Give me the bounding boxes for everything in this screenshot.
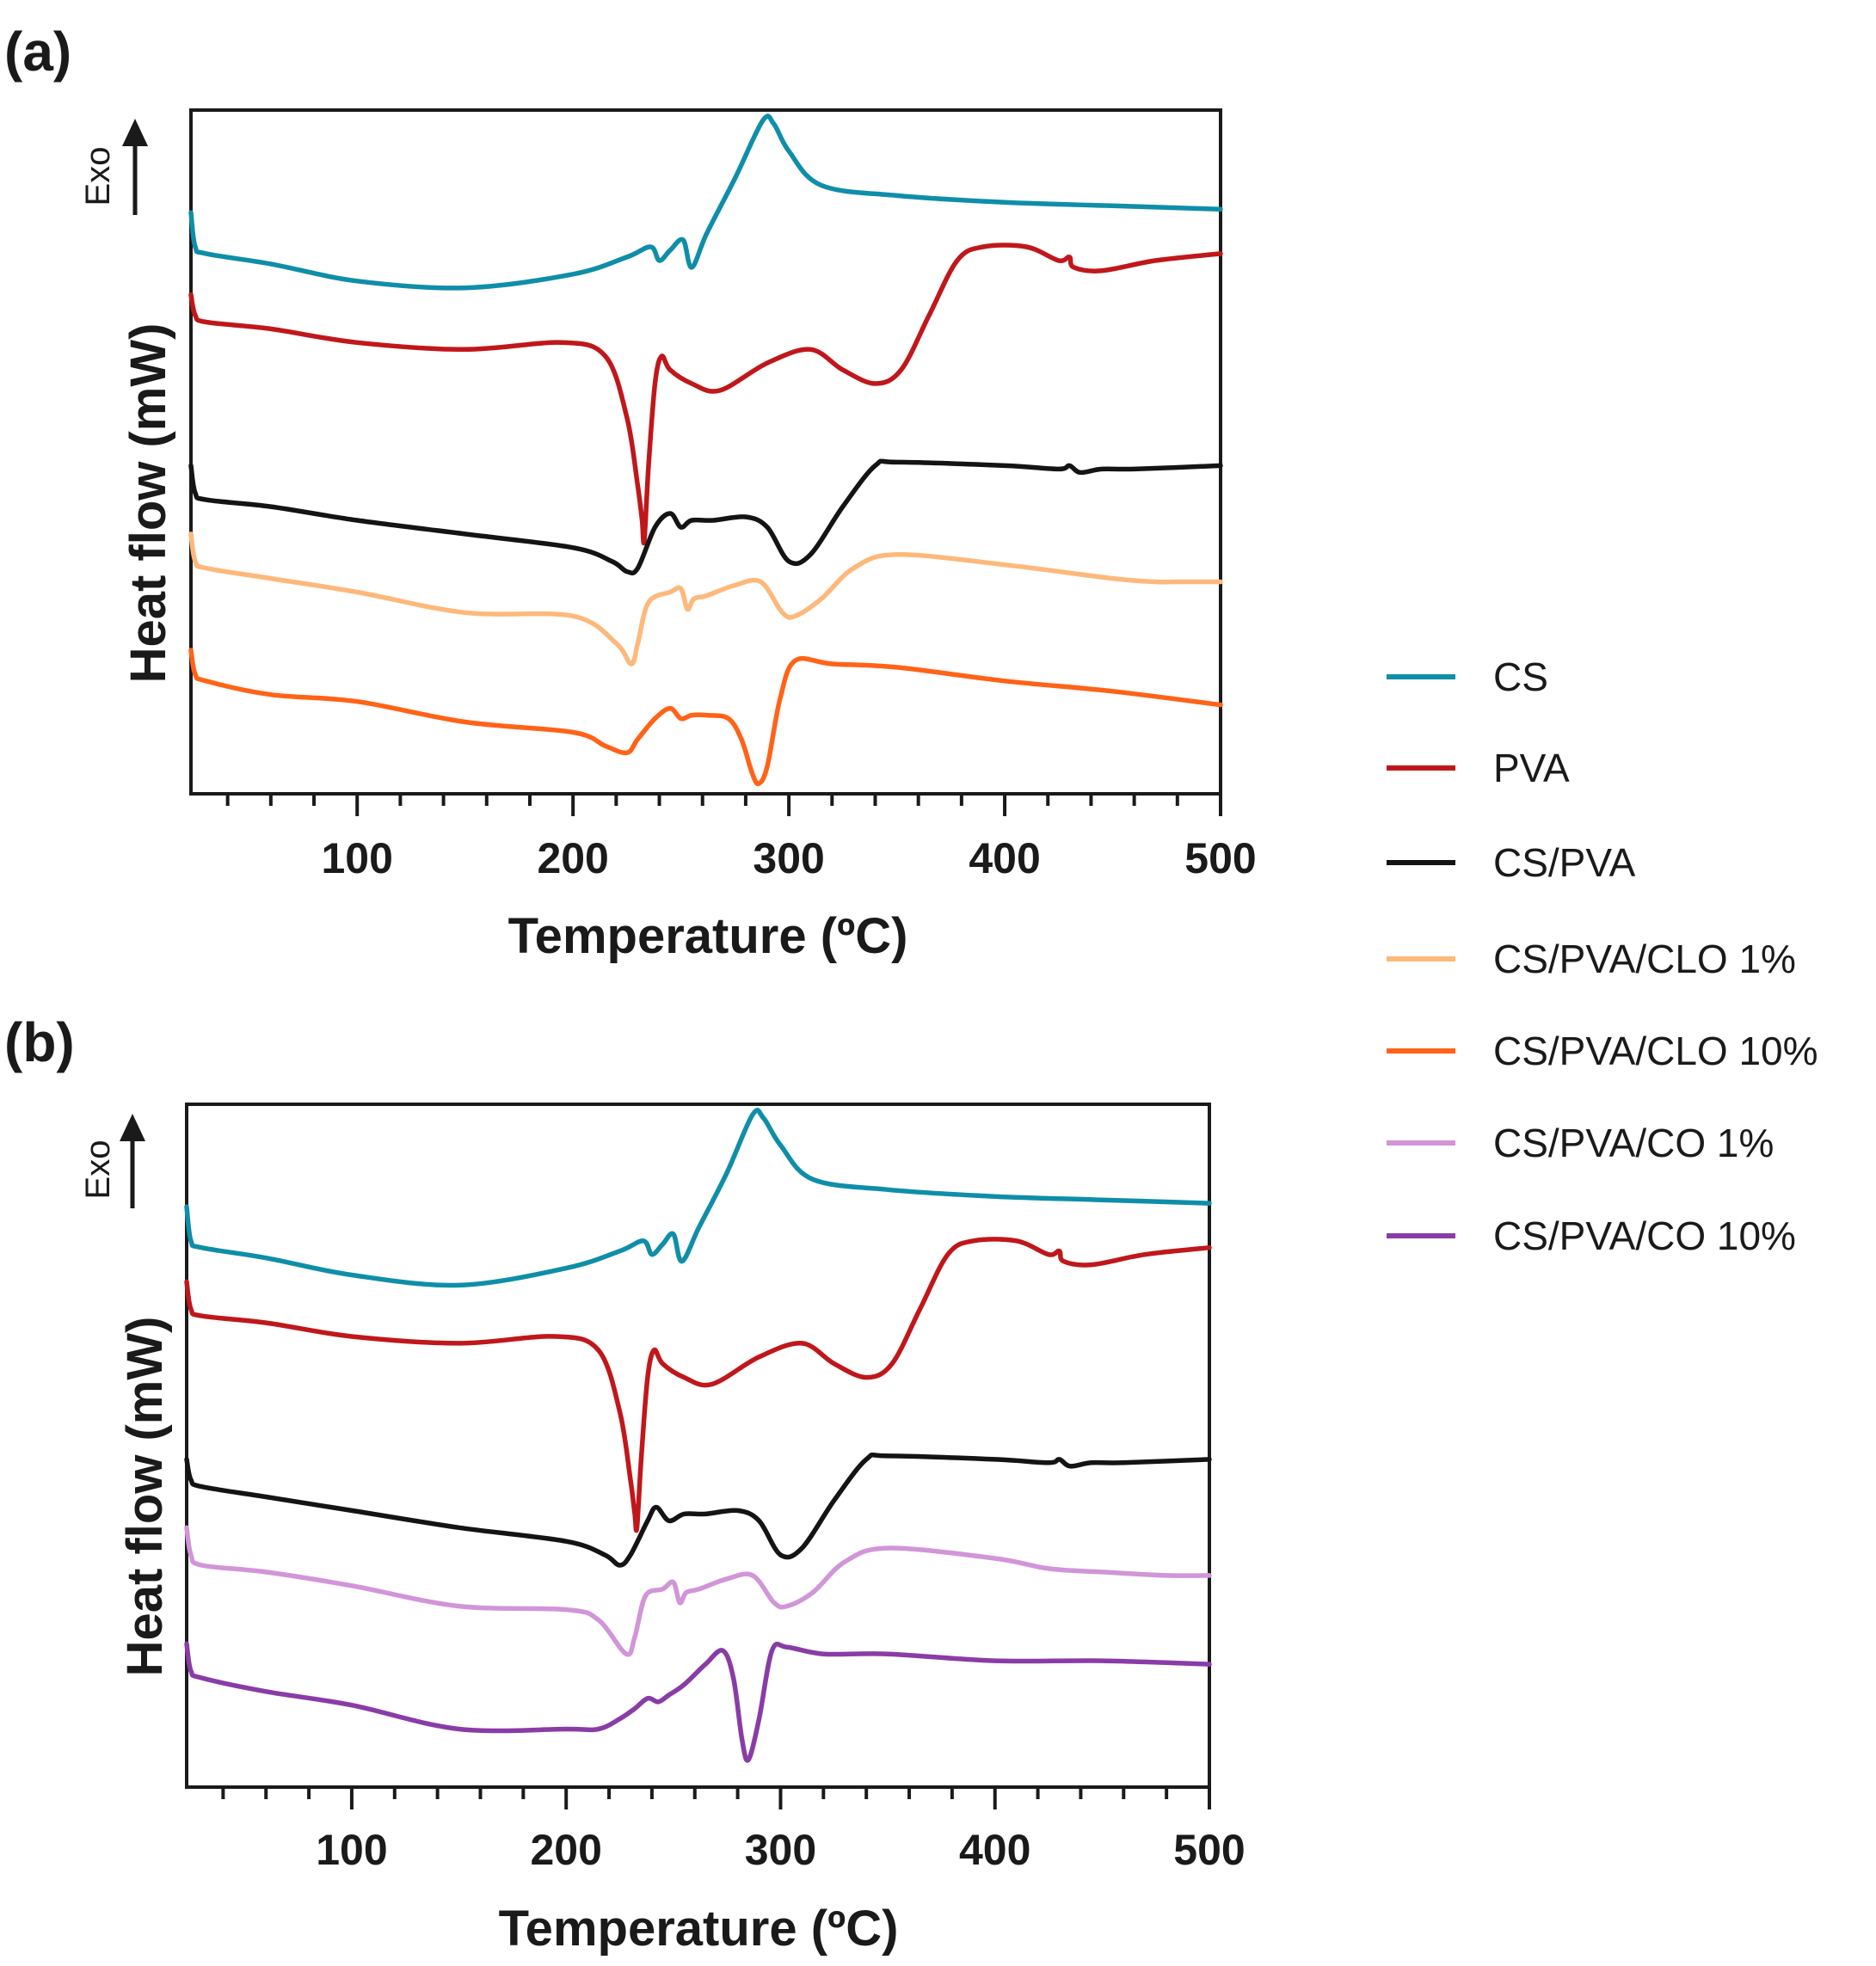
panel-b-exo-arrowhead-icon xyxy=(120,1114,145,1141)
panel-b-series-cs-pva-co-10 xyxy=(184,1641,1212,1763)
panel-b-x-tick-label: 100 xyxy=(316,1826,387,1874)
panel-b-x-tick-labels: 100 200 300 400 500 xyxy=(316,1826,1246,1874)
panel-a-series-cs-pva xyxy=(188,458,1223,576)
panel-a-x-tick-label: 500 xyxy=(1184,834,1256,882)
panel-b-x-tick-label: 300 xyxy=(745,1826,816,1874)
panel-a-x-ticks xyxy=(225,794,1222,816)
panel-a-exo-indicator: Exo xyxy=(79,119,148,215)
panel-b: (b) 100 200 300 400 500 Temperature (ºC) Hea… xyxy=(4,1011,1246,1957)
panel-b-series-cs xyxy=(184,1108,1212,1288)
panel-a-series-cs-pva-clo-10 xyxy=(188,648,1223,787)
panel-b-series-cs-pva-co-1 xyxy=(184,1525,1212,1657)
panel-a-x-axis-title: Temperature (ºC) xyxy=(508,908,908,964)
legend-label-cs-pva-co-10: CS/PVA/CO 10% xyxy=(1493,1213,1796,1258)
legend-label-cs-pva-clo-1: CS/PVA/CLO 1% xyxy=(1493,937,1796,981)
legend: CS PVA CS/PVA CS/PVA/CLO 1% CS/PVA/CLO 10% CS… xyxy=(1387,654,1818,1258)
panel-a: (a) 100 200 300 400 500 Temperature (ºC) Hea… xyxy=(4,21,1257,964)
panel-b-series-pva xyxy=(184,1237,1212,1533)
panel-b-label: (b) xyxy=(4,1011,75,1073)
panel-a-series-cs-pva-clo-1 xyxy=(188,531,1223,667)
panel-a-exo-label: Exo xyxy=(79,147,117,206)
panel-b-x-tick-label: 500 xyxy=(1173,1826,1245,1874)
panel-b-x-axis-title: Temperature (ºC) xyxy=(499,1901,899,1957)
panel-b-plot-frame xyxy=(185,1103,1211,1789)
panel-a-series-pva xyxy=(188,243,1223,546)
panel-a-plot-frame xyxy=(189,108,1222,796)
panel-a-x-tick-label: 300 xyxy=(753,834,824,882)
legend-label-cs: CS xyxy=(1493,654,1548,699)
panel-b-x-tick-label: 400 xyxy=(959,1826,1030,1874)
legend-label-cs-pva: CS/PVA xyxy=(1493,840,1636,885)
panel-a-series xyxy=(188,114,1223,787)
panel-b-y-axis-title: Heat flow (mW) xyxy=(117,1317,173,1677)
legend-label-cs-pva-clo-10: CS/PVA/CLO 10% xyxy=(1493,1029,1818,1073)
panel-a-y-axis-title: Heat flow (mW) xyxy=(120,323,176,684)
panel-b-series xyxy=(184,1108,1212,1763)
panel-a-x-tick-label: 400 xyxy=(969,834,1040,882)
panel-b-exo-label: Exo xyxy=(79,1140,117,1200)
panel-a-exo-arrowhead-icon xyxy=(122,119,148,146)
panel-b-x-ticks xyxy=(221,1787,1211,1809)
panel-a-x-tick-label: 200 xyxy=(537,834,608,882)
legend-label-pva: PVA xyxy=(1493,746,1570,790)
panel-b-series-cs-pva xyxy=(184,1452,1212,1568)
panel-b-exo-indicator: Exo xyxy=(79,1114,145,1208)
legend-label-cs-pva-co-1: CS/PVA/CO 1% xyxy=(1493,1121,1774,1165)
panel-a-x-tick-label: 100 xyxy=(322,834,393,882)
panel-a-x-tick-labels: 100 200 300 400 500 xyxy=(322,834,1257,882)
panel-a-label: (a) xyxy=(4,21,71,83)
panel-b-x-tick-label: 200 xyxy=(530,1826,601,1874)
panel-a-series-cs xyxy=(188,114,1223,291)
